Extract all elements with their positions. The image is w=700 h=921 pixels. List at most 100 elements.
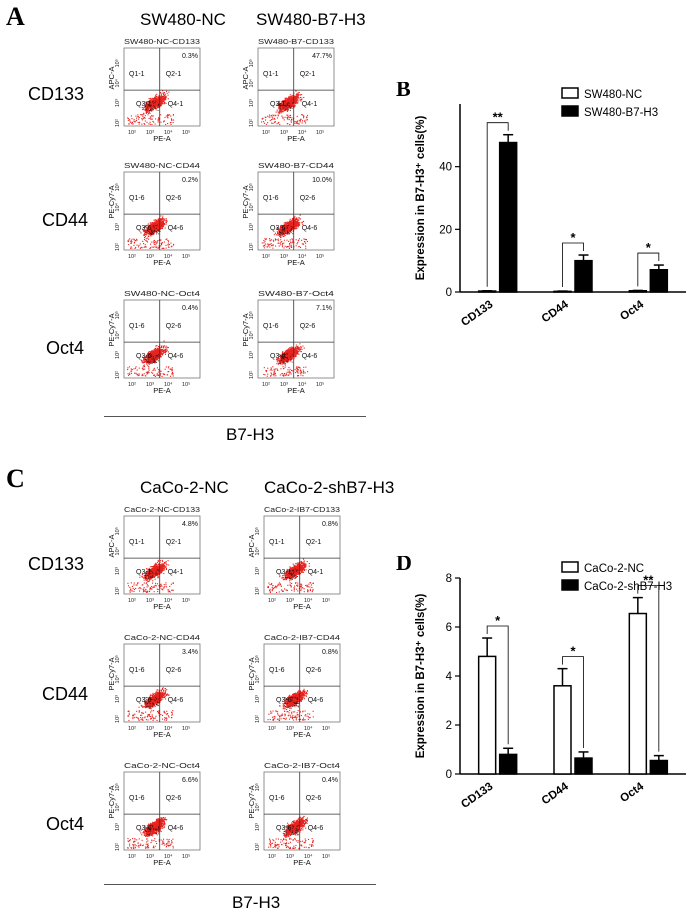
- flow-plot-title: CaCo-2-IB7-CD133: [264, 505, 340, 514]
- y-tick-label: 10²: [115, 119, 121, 127]
- column-header-caco2-nc: CaCo-2-NC: [140, 478, 229, 497]
- significance-bracket: [486, 625, 509, 745]
- bar-chart-svg: D CaCo-2-NC CaCo-2-shB7-H3 0 2 4 6 8 Expression …: [396, 556, 686, 811]
- y-tick-label: 10⁴: [248, 330, 255, 339]
- quadrant-q3-label: Q3-6: [276, 697, 292, 704]
- bar-treatment: [574, 259, 593, 293]
- plot-frame: [123, 47, 201, 127]
- y-tick-label: 10²: [115, 371, 121, 379]
- flow-plot-svg: CaCo-2-NC-CD133 4.8% Q1-1 Q2-1 Q3-1 Q4-1 10² 10…: [108, 505, 201, 610]
- bar-treatment: [498, 753, 518, 775]
- y-axis-label: PE-Cy7-A: [242, 185, 250, 218]
- y-tick-label: 10⁵: [114, 527, 121, 535]
- y-tick-label: 10²: [255, 843, 261, 851]
- flow-plot-svg: CaCo-2-IB7-Oct4 0.4% Q1-6 Q2-6 Q3-6 Q4-6 10² 10…: [248, 761, 341, 866]
- x-tick-label: 10³: [280, 130, 288, 136]
- quadrant-q1-label: Q1-6: [263, 195, 279, 202]
- flow-plot-svg: SW480-B7-CD133 47.7% Q1-1 Q2-1 Q3-1 Q4-1 10² 10…: [242, 37, 335, 142]
- significance-mark: *: [495, 613, 501, 628]
- row-label-cd133: CD133: [28, 84, 85, 104]
- plot-frame: [123, 171, 201, 251]
- legend-entry: CaCo-2-shB7-H3: [584, 581, 672, 593]
- y-axis-label: PE-Cy7-A: [108, 785, 116, 818]
- x-tick-label: 10⁴: [304, 725, 313, 732]
- x-tick-label: 10⁴: [164, 597, 173, 604]
- quadrant-percent: 0.3%: [182, 53, 198, 60]
- y-axis-label: PE-Cy7-A: [108, 313, 116, 346]
- quadrant-q2-label: Q2-6: [166, 795, 182, 802]
- y-tick-label: 10⁵: [248, 183, 255, 191]
- y-axis-title: Expression in B7-H3⁺ cells(%): [415, 594, 427, 759]
- scatter-core: [144, 100, 159, 112]
- quadrant-q2-label: Q2-1: [166, 71, 182, 78]
- scatter-core: [144, 352, 159, 364]
- quadrant-q3-label: Q3-6: [270, 225, 286, 232]
- x-axis-label: PE-A: [287, 134, 305, 142]
- flow-plot-title: SW480-NC-CD44: [124, 161, 200, 170]
- significance-mark: *: [646, 240, 652, 255]
- quadrant-q1-label: Q1-6: [129, 323, 145, 330]
- flow-plot-title: SW480-NC-Oct4: [124, 289, 200, 298]
- flow-plot-svg: SW480-B7-Oct4 7.1% Q1-6 Q2-6 Q3-6 Q4-6 10² 10² 1…: [242, 289, 335, 394]
- bar-chart-b: B SW480-NC SW480-B7-H3 0 20 40 Expression in B…: [384, 82, 694, 332]
- quadrant-q3-label: Q3-1: [136, 569, 152, 576]
- x-tick-label: 10⁵: [182, 253, 190, 260]
- x-tick-label: 10⁴: [298, 253, 307, 260]
- scatter-dots: [127, 817, 174, 850]
- quadrant-q4-label: Q4-1: [168, 569, 184, 576]
- panel-letter-c: C: [6, 464, 25, 493]
- quadrant-q3-label: Q3-6: [136, 353, 152, 360]
- x-tick-label: 10³: [146, 854, 154, 860]
- column-header-caco2-shb7-h3: CaCo-2-shB7-H3: [264, 478, 395, 497]
- panel-letter-a: A: [6, 2, 25, 31]
- y-tick-label: 10³: [115, 99, 121, 107]
- quadrant-q1-label: Q1-1: [269, 539, 285, 546]
- flow-plot-svg: SW480-NC-CD133 0.3% Q1-1 Q2-1 Q3-1 Q4-1 10² 10²…: [108, 37, 201, 142]
- quadrant-q2-label: Q2-1: [306, 539, 322, 546]
- flow-plot-svg: SW480-B7-CD44 10.0% Q1-6 Q2-6 Q3-6 Q4-6 10² 10²…: [242, 161, 335, 266]
- y-tick-label: 10⁵: [114, 59, 121, 67]
- y-tick-label: 4: [446, 671, 453, 683]
- y-tick-label: 10⁴: [254, 802, 261, 811]
- quadrant-q3-label: Q3-6: [276, 825, 292, 832]
- x-tick-label: 10³: [146, 254, 154, 260]
- plot-frame: [263, 771, 341, 851]
- x-tick-label: 10⁵: [182, 597, 190, 604]
- flow-plot-caco2-nc-cd44: CaCo-2-NC-CD44 3.4% Q1-6 Q2-6 Q3-6 Q4-6 10² 10²…: [108, 632, 204, 738]
- legend-entry: SW480-NC: [584, 89, 642, 101]
- y-tick-label: 10³: [115, 567, 121, 575]
- y-axis-label: APC-A: [108, 67, 116, 90]
- quadrant-q1-label: Q1-6: [263, 323, 279, 330]
- b7h3-axis-line-bottom: [104, 884, 376, 885]
- scatter-core: [284, 696, 299, 708]
- x-tick-label: 10⁵: [182, 129, 190, 136]
- flow-plot-sw480-b7-oct4: SW480-B7-Oct4 7.1% Q1-6 Q2-6 Q3-6 Q4-6 10² 10² 1…: [242, 288, 338, 394]
- flow-plot-svg: SW480-NC-CD44 0.2% Q1-6 Q2-6 Q3-6 Q4-6 10² 10² 1…: [108, 161, 201, 266]
- plot-frame: [257, 299, 335, 379]
- flow-plot-title: CaCo-2-NC-CD44: [124, 633, 200, 642]
- scatter-core: [144, 824, 160, 836]
- y-tick-label: 8: [446, 573, 452, 585]
- x-tick-label: 10⁵: [322, 853, 330, 860]
- x-tick-label: 10³: [286, 598, 294, 604]
- y-axis-label: APC-A: [242, 67, 250, 90]
- flow-plot-sw480-b7-cd44: SW480-B7-CD44 10.0% Q1-6 Q2-6 Q3-6 Q4-6 10² 10²…: [242, 160, 338, 266]
- x-tick-label: 10⁴: [304, 597, 313, 604]
- row-label-oct4: Oct4: [46, 338, 85, 358]
- x-tick-label: 10³: [280, 382, 288, 388]
- y-tick-label: 10⁴: [114, 546, 121, 555]
- row-label-cd44: CD44: [42, 210, 89, 230]
- quadrant-q2-label: Q2-6: [300, 323, 316, 330]
- flow-plot-title: CaCo-2-NC-CD133: [124, 505, 200, 514]
- y-tick-label: 10³: [255, 567, 261, 575]
- y-axis-label: PE-Cy7-A: [248, 657, 256, 690]
- quadrant-q1-label: Q1-1: [129, 539, 145, 546]
- scatter-core: [278, 100, 293, 111]
- y-tick-label: 10⁵: [254, 527, 261, 535]
- column-header-sw480-b7-h3: SW480-B7-H3: [256, 10, 366, 29]
- legend-swatch: [561, 579, 579, 591]
- y-tick-label: 10³: [115, 223, 121, 231]
- quadrant-q4-label: Q4-6: [168, 697, 184, 704]
- category-label: CD44: [540, 298, 571, 325]
- y-tick-label: 10⁵: [114, 183, 121, 191]
